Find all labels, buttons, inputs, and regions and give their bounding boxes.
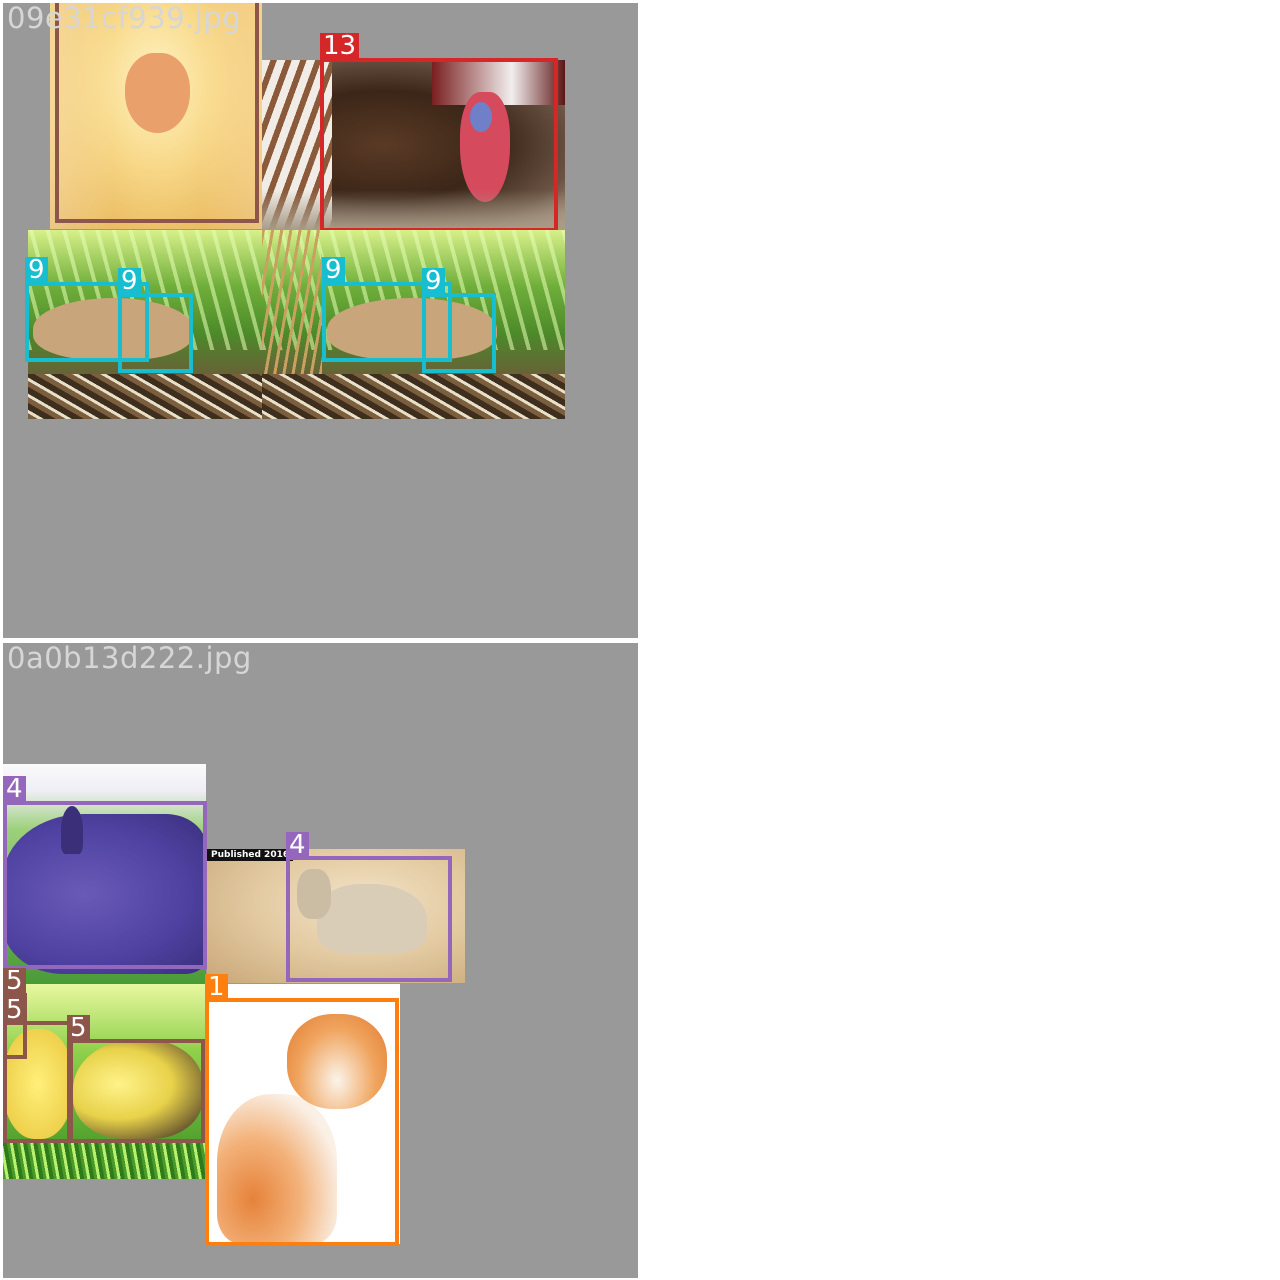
mouse-photo-right [262,230,565,419]
mosaic-tile-2: 4 Published 2016 4 5 5 5 1 0a0b13d222.jp… [3,643,638,1278]
cat-body-shape [217,1094,337,1244]
donkey-body-shape [317,884,427,954]
bounding-box-duckling [55,3,259,223]
mosaic-tile-1: 13 9 9 9 9 09e31cf939.jpg [3,3,638,638]
published-banner: Published 2016 [207,849,294,861]
bounding-box-donkey-a [3,801,207,969]
donkey-photo-desert [207,849,465,983]
class-label-5: 5 [67,1015,90,1042]
bounding-box-mouse-b [118,293,193,373]
bounding-box-cat [205,998,399,1246]
bounding-box-mouse-c [322,282,452,362]
class-label-13: 13 [320,33,360,60]
mosaic-filename: 09e31cf939.jpg [7,3,242,35]
bounding-box-donkey-b [286,856,452,982]
cat-head-shape [287,1014,387,1109]
class-label-4: 4 [286,832,309,859]
duckling-body-shape [73,1039,203,1139]
donkey-body-shape [3,814,206,974]
mouse-body-shape [33,298,193,360]
class-label-9: 9 [118,268,141,295]
bounding-box-turkey [320,58,558,232]
bounding-box-mouse-d [422,293,496,373]
bounding-box-mouse-a [25,282,149,362]
class-label-4: 4 [3,776,26,803]
donkey-photo-purple [3,764,206,984]
bounding-box-duckling-c [67,1039,205,1143]
class-label-5: 5 [3,968,26,995]
mouse-body-shape [327,298,497,360]
class-label-9: 9 [422,268,445,295]
ducklings-photo [3,984,206,1179]
class-label-9: 9 [322,257,345,284]
mosaic-filename: 0a0b13d222.jpg [7,643,252,675]
class-label-9: 9 [25,257,48,284]
bounding-box-duckling-b [3,1021,73,1143]
turkey-photo [262,60,565,230]
cat-photo [207,984,400,1244]
class-label-5: 5 [3,997,26,1024]
class-label-1: 1 [205,974,228,1001]
duckling-photo [50,3,262,229]
